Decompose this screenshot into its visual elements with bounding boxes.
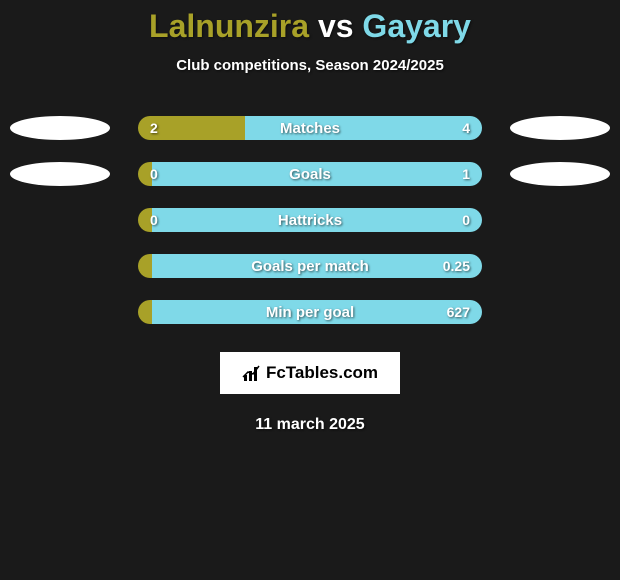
- stat-bar: 00Hattricks: [138, 208, 482, 232]
- player1-marker: [10, 162, 110, 186]
- stat-row: 01Goals: [0, 162, 620, 186]
- bar-chart-icon: [242, 363, 262, 383]
- title: Lalnunzira vs Gayary: [0, 0, 620, 45]
- title-player1: Lalnunzira: [149, 8, 309, 44]
- logo-text: FcTables.com: [266, 363, 378, 383]
- stat-bar: 24Matches: [138, 116, 482, 140]
- stat-label: Matches: [138, 116, 482, 140]
- stats-comparison-infographic: Lalnunzira vs Gayary Club competitions, …: [0, 0, 620, 580]
- title-vs: vs: [309, 8, 362, 44]
- stat-row: 627Min per goal: [0, 300, 620, 324]
- logo-box: FcTables.com: [220, 352, 400, 394]
- stat-bar: 627Min per goal: [138, 300, 482, 324]
- stat-label: Goals per match: [138, 254, 482, 278]
- stat-label: Hattricks: [138, 208, 482, 232]
- date: 11 march 2025: [0, 416, 620, 434]
- stat-label: Goals: [138, 162, 482, 186]
- stats-rows: 24Matches 01Goals 00Hattricks 0.25Goals per…: [0, 116, 620, 324]
- stat-row: 00Hattricks: [0, 208, 620, 232]
- stat-bar: 0.25Goals per match: [138, 254, 482, 278]
- stat-row: 0.25Goals per match: [0, 254, 620, 278]
- stat-row: 24Matches: [0, 116, 620, 140]
- stat-bar: 01Goals: [138, 162, 482, 186]
- title-player2: Gayary: [362, 8, 471, 44]
- player1-marker: [10, 116, 110, 140]
- subtitle: Club competitions, Season 2024/2025: [0, 57, 620, 74]
- stat-label: Min per goal: [138, 300, 482, 324]
- player2-marker: [510, 116, 610, 140]
- player2-marker: [510, 162, 610, 186]
